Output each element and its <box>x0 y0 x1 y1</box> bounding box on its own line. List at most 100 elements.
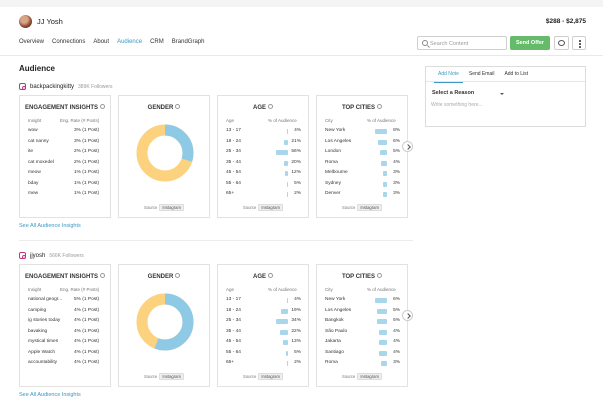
percent-value: 5% <box>393 318 400 323</box>
source-badge: Instagram <box>357 204 382 211</box>
city-name: Jakarta <box>325 339 341 344</box>
percent-bar <box>379 150 387 155</box>
insight-name: bavaking <box>28 328 48 334</box>
table-row: São Paulo 4% <box>317 329 407 337</box>
price-range: $288 - $2,875 <box>545 18 586 25</box>
percent-bar <box>281 308 288 314</box>
send-offer-button[interactable]: Send Offer <box>510 36 550 50</box>
insight-name: wow <box>28 128 38 133</box>
percent-bar <box>286 298 288 303</box>
info-icon[interactable] <box>100 273 105 278</box>
age-range: 13 - 17 <box>226 128 241 133</box>
percent-bar <box>280 329 288 335</box>
percent-value: 3% <box>393 170 400 175</box>
account-row: jjyosh 566K Followers <box>19 251 84 260</box>
info-icon[interactable] <box>175 273 181 278</box>
engagement-rate: 3% (1 Post) <box>74 138 100 144</box>
percent-value: 4% <box>393 339 400 344</box>
percent-bar <box>276 150 288 155</box>
percent-value: 5% <box>294 180 301 186</box>
percent-value: 5% <box>393 149 400 154</box>
source-label: Source Instagram <box>218 204 308 211</box>
percent-bar <box>381 361 387 366</box>
tab-connections[interactable]: Connections <box>52 39 86 45</box>
city-name: Los Angeles <box>325 307 352 313</box>
message-button[interactable] <box>554 36 569 50</box>
info-icon[interactable] <box>377 273 383 278</box>
insight-name: accountability <box>28 360 58 365</box>
search-input[interactable] <box>430 39 504 48</box>
next-arrow-button[interactable] <box>402 310 413 321</box>
percent-value: 6% <box>393 138 400 144</box>
top-strip <box>0 0 603 7</box>
account-handle[interactable]: backpackingkitty <box>30 83 75 90</box>
column-header-rate: Eng. Rate (# Posts) <box>60 287 100 292</box>
engagement-rate: 2% (1 Post) <box>74 159 100 165</box>
table-row: 45 - 54 13% <box>218 339 308 347</box>
table-row: cat moxedel 2% (1 Post) <box>20 160 110 168</box>
engagement-rate: 4% (1 Post) <box>74 339 100 344</box>
age-card: AGE Age % of Audience 13 - 17 4% 18 - 24 19… <box>217 264 309 387</box>
info-icon[interactable] <box>377 104 383 109</box>
page-title: Audience <box>19 64 56 73</box>
info-icon[interactable] <box>100 104 105 109</box>
tab-audience[interactable]: Audience <box>117 39 143 45</box>
table-row: Sydney 3% <box>317 181 407 189</box>
age-range: 18 - 24 <box>226 307 241 313</box>
gender-segment-blue <box>136 293 194 351</box>
engagement-rate: 2% (1 Post) <box>74 149 100 154</box>
source-badge: Instagram <box>159 204 184 211</box>
avatar[interactable] <box>19 15 32 28</box>
gender-donut-chart <box>136 124 194 182</box>
percent-bar <box>283 340 288 345</box>
tab-brandgraph[interactable]: BrandGraph <box>171 39 205 45</box>
column-header-insight: Insight <box>28 118 42 123</box>
insight-name: mystical times <box>28 339 59 344</box>
reason-select[interactable]: Select a Reason <box>432 90 504 99</box>
age-range: 13 - 17 <box>226 297 241 302</box>
percent-bar <box>377 308 387 314</box>
chat-icon <box>558 40 565 46</box>
table-row: London 5% <box>317 149 407 157</box>
info-icon[interactable] <box>268 273 273 278</box>
next-arrow-button[interactable] <box>402 141 413 152</box>
tab-send-email[interactable]: Send Email <box>468 70 495 77</box>
instagram-icon <box>19 252 26 259</box>
column-header-city: City <box>325 287 333 292</box>
age-range: 25 - 34 <box>226 149 241 154</box>
tab-about[interactable]: About <box>93 39 110 45</box>
insight-name: national geogr... <box>28 297 63 302</box>
table-row: accountability 4% (1 Post) <box>20 360 110 368</box>
see-all-audience-insights-link[interactable]: See All Audience Insights <box>19 392 81 398</box>
see-all-audience-insights-link[interactable]: See All Audience Insights <box>19 223 81 229</box>
tab-crm[interactable]: CRM <box>150 39 164 45</box>
source-label: Source Instagram <box>119 204 209 211</box>
tab-add-note[interactable]: Add Note <box>434 67 463 83</box>
table-row: Denver 3% <box>317 191 407 199</box>
column-header-age: Age <box>226 118 235 123</box>
table-row: Los Angeles 6% <box>317 139 407 147</box>
tab-overview[interactable]: Overview <box>19 39 45 45</box>
account-handle[interactable]: jjyosh <box>30 252 46 259</box>
table-row: camping 4% (1 Post) <box>20 308 110 316</box>
percent-value: 2% <box>294 360 301 365</box>
reason-select-label: Select a Reason <box>432 90 475 96</box>
source-badge: Instagram <box>159 373 184 380</box>
info-icon[interactable] <box>268 104 273 109</box>
column-header-percent: % of Audience <box>367 287 396 292</box>
more-options-button[interactable] <box>572 36 586 50</box>
table-row: ig stories today 4% (1 Post) <box>20 318 110 326</box>
percent-bar <box>287 129 288 134</box>
card-title: ENGAGEMENT INSIGHTS <box>20 104 110 111</box>
engagement-rate: 1% (1 Post) <box>74 170 100 175</box>
tab-add-to-list[interactable]: Add to List <box>504 70 529 77</box>
percent-value: 21% <box>291 138 301 144</box>
age-range: 25 - 34 <box>226 318 241 323</box>
chevron-down-icon <box>500 93 504 95</box>
insight-name: bday <box>28 180 39 186</box>
info-icon[interactable] <box>175 104 181 109</box>
note-textarea[interactable] <box>431 102 581 122</box>
engagement-rate: 5% (1 Post) <box>74 297 100 302</box>
search-box <box>417 36 507 50</box>
engagement-rate: 1% (1 Post) <box>74 180 100 186</box>
